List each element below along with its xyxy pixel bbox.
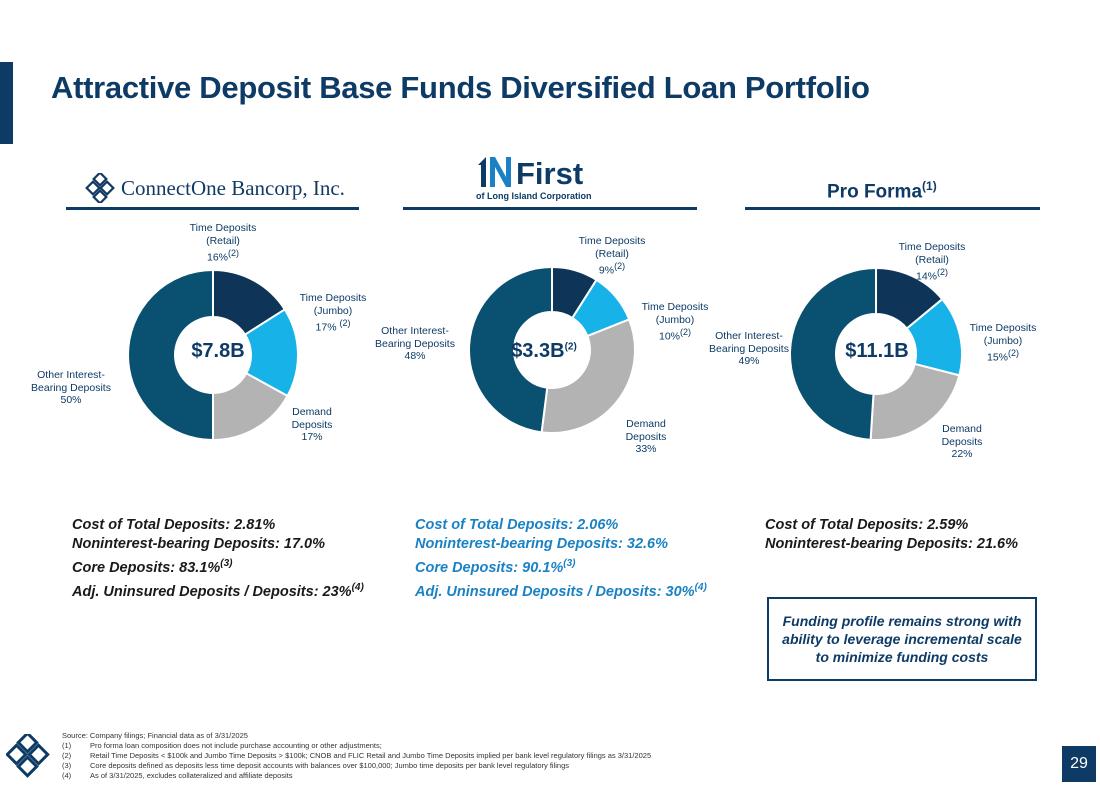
flic-logo-subtext: of Long Island Corporation — [476, 191, 592, 201]
donut-slice-other-interest — [468, 265, 553, 434]
slice-label-time-retail: Time Deposits (Retail) 14%(2) — [898, 241, 966, 283]
footnote-item: (3) Core deposits defined as deposits les… — [62, 761, 570, 770]
footnote-item: (4) As of 3/31/2025, excludes collaterali… — [62, 771, 293, 780]
column-divider-connectone — [66, 207, 359, 210]
slice-label-other-interest: Other Interest- Bearing Deposits 49% — [709, 330, 789, 367]
stat-line: Core Deposits: 90.1%(3) — [415, 558, 576, 576]
stats-connectone: Cost of Total Deposits: 2.81% Noninteres… — [72, 516, 364, 602]
donut-slice-demand — [869, 362, 961, 441]
footnote-item: (2) Retail Time Deposits < $100k and Jumb… — [62, 751, 652, 760]
stat-line: Adj. Uninsured Deposits / Deposits: 30%(… — [415, 581, 707, 600]
slice-label-time-jumbo: Time Deposits (Jumbo) 10%(2) — [641, 301, 709, 343]
slice-label-other-interest: Other Interest- Bearing Deposits 48% — [375, 325, 455, 362]
donut-center-value-flic: $3.3B(2) — [511, 340, 577, 362]
connectone-logo-text: ConnectOne Bancorp, Inc. — [121, 175, 345, 200]
donut-slice-other-interest — [127, 268, 214, 442]
connectone-logo: ConnectOne Bancorp, Inc. — [85, 162, 345, 214]
flic-logo: First of Long Island Corporation — [476, 155, 592, 207]
stat-line: Noninterest-bearing Deposits: 32.6% — [415, 536, 668, 552]
stat-line: Cost of Total Deposits: 2.81% — [72, 517, 276, 533]
page-title: Attractive Deposit Base Funds Diversifie… — [51, 70, 870, 105]
footnote-source: Source: Company filings; Financial data … — [62, 731, 248, 740]
slice-label-demand: Demand Deposits 33% — [625, 418, 667, 455]
stat-line: Core Deposits: 83.1%(3) — [72, 558, 233, 576]
footer-diamond-logo-icon — [6, 734, 50, 778]
title-accent-bar — [0, 62, 13, 144]
slice-label-demand: Demand Deposits 17% — [291, 406, 333, 443]
slice-label-time-jumbo: Time Deposits (Jumbo) 15%(2) — [969, 322, 1037, 364]
page-number: 29 — [1062, 746, 1096, 782]
donut-slice-other-interest — [789, 266, 877, 441]
stat-line: Adj. Uninsured Deposits / Deposits: 23%(… — [72, 581, 364, 600]
column-divider-flic — [403, 207, 697, 210]
slice-label-time-retail: Time Deposits (Retail) 9%(2) — [578, 235, 646, 277]
slice-label-demand: Demand Deposits 22% — [941, 423, 983, 460]
connectone-diamond-icon — [85, 173, 115, 203]
slice-label-time-jumbo: Time Deposits (Jumbo) 17% (2) — [299, 292, 367, 334]
column-divider-proforma — [745, 207, 1040, 210]
funding-profile-callout: Funding profile remains strong with abil… — [767, 597, 1037, 681]
proforma-heading-text: Pro Forma — [827, 181, 923, 203]
proforma-heading: Pro Forma(1) — [827, 179, 937, 231]
donut-center-value-proforma: $11.1B — [845, 340, 909, 362]
stats-proforma: Cost of Total Deposits: 2.59% Noninteres… — [765, 516, 1018, 554]
donut-chart-flic — [468, 265, 636, 434]
slice-label-time-retail: Time Deposits (Retail) 16%(2) — [189, 222, 257, 264]
donut-center-value-connectone: $7.8B — [191, 340, 245, 362]
flic-1n-mark-icon — [478, 157, 511, 187]
footnote-item: (1) Pro forma loan composition does not i… — [62, 741, 382, 750]
footnotes: Source: Company filings; Financial data … — [62, 731, 651, 781]
stat-line: Cost of Total Deposits: 2.59% — [765, 517, 969, 533]
stat-line: Cost of Total Deposits: 2.06% — [415, 517, 619, 533]
proforma-heading-note: (1) — [922, 179, 937, 193]
donut-chart-proforma — [789, 266, 963, 441]
stats-flic: Cost of Total Deposits: 2.06% Noninteres… — [415, 516, 707, 602]
donut-slice-demand — [540, 318, 636, 434]
donut-chart-connectone — [127, 268, 299, 442]
stat-line: Noninterest-bearing Deposits: 17.0% — [72, 536, 325, 552]
slice-label-other-interest: Other Interest- Bearing Deposits 50% — [31, 369, 111, 406]
stat-line: Noninterest-bearing Deposits: 21.6% — [765, 536, 1018, 552]
flic-logo-word: First — [516, 156, 584, 191]
